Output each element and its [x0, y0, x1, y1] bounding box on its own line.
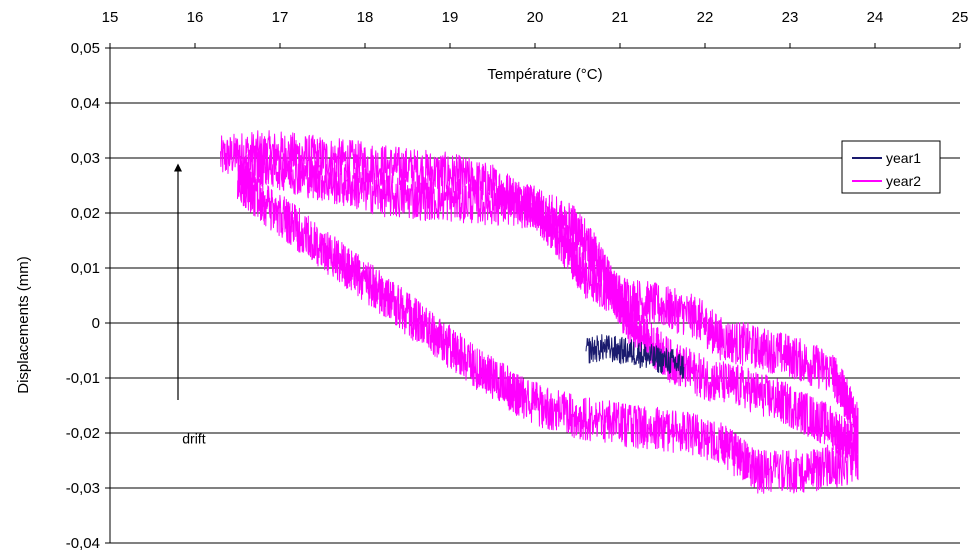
y-tick-label: 0,02 [71, 205, 100, 222]
series-line-year1 [585, 334, 685, 379]
x-tick-label: 18 [357, 9, 374, 26]
y-tick-label: 0,05 [71, 40, 100, 57]
y-tick-label: 0,04 [71, 95, 100, 112]
x-tick-label: 23 [782, 9, 799, 26]
series-line-year2 [220, 130, 859, 494]
annotations: drift [174, 163, 206, 447]
drift-label: drift [182, 431, 205, 447]
x-tick-label: 24 [867, 9, 884, 26]
y-tick-label: -0,01 [66, 370, 100, 387]
x-tick-label: 25 [952, 9, 969, 26]
x-tick-label: 16 [187, 9, 204, 26]
x-tick-label: 20 [527, 9, 544, 26]
y-tick-labels: 0,05 0,04 0,03 0,02 0,01 0 -0,01 -0,02 -0,03 -0,0… [66, 40, 100, 552]
legend-box [841, 140, 941, 194]
x-axis-title: Température (°C) [487, 66, 602, 83]
x-tick-labels: 15 16 17 18 19 20 21 22 23 24 25 [102, 9, 969, 26]
y-tick-label: -0,03 [66, 480, 100, 497]
x-tick-label: 22 [697, 9, 714, 26]
y-tick-label: 0 [92, 315, 100, 332]
axes [105, 43, 961, 544]
y-tick-label: -0,02 [66, 425, 100, 442]
x-tick-label: 17 [272, 9, 289, 26]
legend-label-year1: year1 [886, 150, 921, 166]
y-tick-label: 0,01 [71, 260, 100, 277]
legend-label-year2: year2 [886, 173, 921, 189]
y-tick-label: 0,03 [71, 150, 100, 167]
y-tick-label: -0,04 [66, 535, 100, 552]
x-tick-label: 19 [442, 9, 459, 26]
legend: year1 year2 [841, 140, 941, 194]
x-tick-label: 15 [102, 9, 119, 26]
series-layer [220, 130, 859, 494]
x-tick-label: 21 [612, 9, 629, 26]
drift-arrow-head [174, 163, 182, 172]
y-axis-title: Displacements (mm) [15, 256, 32, 394]
